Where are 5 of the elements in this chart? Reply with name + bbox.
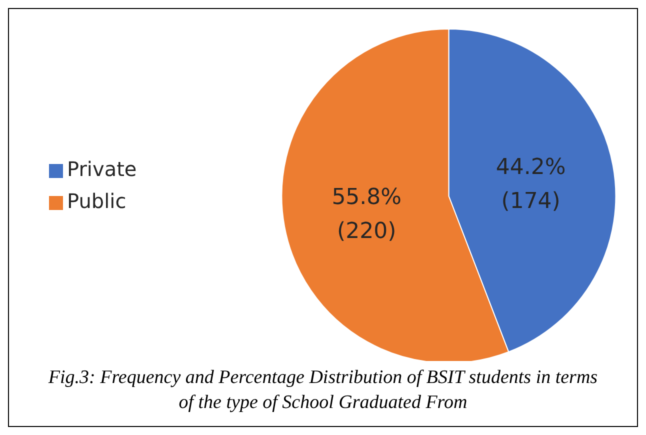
data-label: 44.2% (174): [496, 154, 566, 214]
caption: Fig.3: Frequency and Percentage Distribution of BSIT students in terms of the type of School Graduated From: [47, 366, 599, 415]
legend-label: Public: [67, 189, 126, 213]
legend-label: Private: [67, 157, 137, 181]
data-label: 55.8% (220): [332, 185, 402, 244]
